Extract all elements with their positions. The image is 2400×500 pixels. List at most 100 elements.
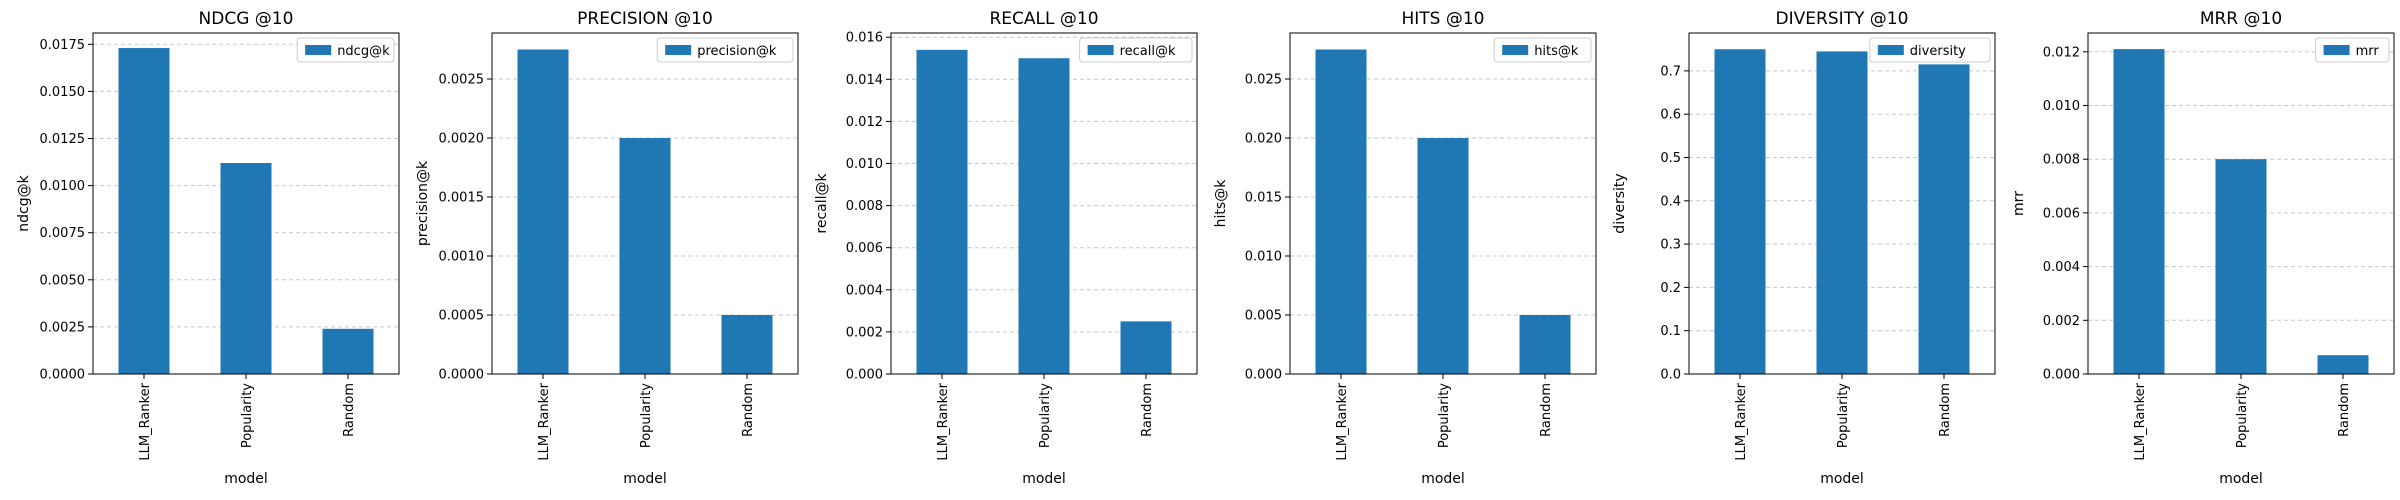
y-tick-label: 0.002 xyxy=(846,325,883,340)
y-tick-label: 0.015 xyxy=(1245,191,1282,206)
legend-box xyxy=(1869,37,1991,63)
y-axis-label: ndcg@k xyxy=(16,174,32,231)
legend-swatch xyxy=(1877,45,1904,55)
legend: hits@k xyxy=(1493,37,1592,63)
y-tick-label: 0.006 xyxy=(846,241,883,256)
x-tick-label: Random xyxy=(1140,383,1155,437)
legend: diversity xyxy=(1869,37,1991,63)
y-tick-label: 0.004 xyxy=(846,283,883,298)
x-tick-label: LLM_Ranker xyxy=(2133,382,2148,460)
y-tick-label: 0.0020 xyxy=(439,132,485,147)
x-axis-label: model xyxy=(224,471,268,487)
legend: recall@k xyxy=(1079,37,1193,63)
bar xyxy=(1918,64,1970,375)
y-tick-label: 0.012 xyxy=(2043,45,2080,60)
legend: ndcg@k xyxy=(296,37,395,63)
bar xyxy=(619,138,671,374)
legend: mrr xyxy=(2315,37,2390,63)
plot-frame xyxy=(491,32,799,375)
legend: precision@k xyxy=(656,37,794,63)
legend-box xyxy=(2315,37,2390,63)
chart-panel: 0.000 0.002 0.004 0.006 0.008 0.010 0.012 LLM_R… xyxy=(2011,9,2395,487)
x-tick-label: LLM_Ranker xyxy=(1734,382,1749,460)
y-tick-label: 0.0000 xyxy=(439,368,485,383)
plot-frame xyxy=(2087,32,2395,375)
y-tick-label: 0.020 xyxy=(1245,132,1282,147)
y-tick-label: 0.4 xyxy=(1660,194,1681,209)
chart-title: NDCG @10 xyxy=(199,9,294,29)
bar xyxy=(322,328,374,374)
y-tick-label: 0.0000 xyxy=(40,368,86,383)
bar xyxy=(916,49,968,374)
legend-label: ndcg@k xyxy=(337,44,390,59)
plot-frame xyxy=(890,32,1198,375)
bar xyxy=(517,49,569,374)
x-tick-label: LLM_Ranker xyxy=(1335,382,1350,460)
y-tick-label: 0.025 xyxy=(1245,73,1282,88)
y-tick-label: 0.3 xyxy=(1660,238,1681,253)
y-tick-label: 0.0100 xyxy=(40,179,86,194)
y-tick-label: 0.014 xyxy=(846,73,883,88)
legend-box xyxy=(296,37,395,63)
x-tick-label: Random xyxy=(741,383,756,437)
bar xyxy=(2113,49,2165,375)
y-axis-label: hits@k xyxy=(1213,179,1229,228)
legend-label: recall@k xyxy=(1120,44,1176,59)
legend-swatch xyxy=(665,45,692,55)
x-axis-label: model xyxy=(623,471,667,487)
plot-frame xyxy=(1289,32,1597,375)
x-tick-label: LLM_Ranker xyxy=(537,382,552,460)
chart-panel: 0.000 0.005 0.010 0.015 0.020 0.025 LLM_Ranker… xyxy=(1213,9,1597,487)
y-tick-label: 0.0015 xyxy=(439,191,485,206)
y-tick-label: 0.0050 xyxy=(40,273,86,288)
chart-panel: 0.0000 0.0025 0.0050 0.0075 0.0100 0.0125 0.01… xyxy=(16,9,400,487)
y-axis-label: recall@k xyxy=(814,173,830,234)
y-tick-label: 0.6 xyxy=(1660,108,1681,123)
bar xyxy=(1120,321,1172,374)
bar xyxy=(1315,49,1367,374)
x-tick-label: Random xyxy=(342,383,357,437)
y-tick-label: 0.0025 xyxy=(439,73,485,88)
bar xyxy=(1018,58,1070,375)
y-tick-label: 0.000 xyxy=(846,368,883,383)
y-tick-label: 0.0175 xyxy=(40,38,86,53)
chart-title: RECALL @10 xyxy=(989,9,1098,29)
y-tick-label: 0.0 xyxy=(1660,368,1681,383)
y-axis-label: precision@k xyxy=(415,160,431,246)
y-tick-label: 0.008 xyxy=(2043,153,2080,168)
plot-frame xyxy=(1688,32,1996,375)
legend-box xyxy=(656,37,794,63)
y-tick-label: 0.000 xyxy=(1245,368,1282,383)
legend-box xyxy=(1493,37,1592,63)
y-tick-label: 0.7 xyxy=(1660,64,1681,79)
x-tick-label: Popularity xyxy=(639,383,654,448)
y-axis-label: mrr xyxy=(2011,191,2027,216)
y-tick-label: 0.008 xyxy=(846,199,883,214)
x-tick-label: Random xyxy=(1539,383,1554,437)
chart-title: HITS @10 xyxy=(1401,9,1484,29)
y-tick-label: 0.0150 xyxy=(40,85,86,100)
y-tick-label: 0.0125 xyxy=(40,132,86,147)
chart-title: PRECISION @10 xyxy=(577,9,713,29)
bar xyxy=(1714,49,1766,374)
y-tick-label: 0.006 xyxy=(2043,206,2080,221)
legend-label: mrr xyxy=(2356,44,2380,59)
bar xyxy=(1519,315,1571,374)
y-tick-label: 0.012 xyxy=(846,115,883,130)
x-tick-label: LLM_Ranker xyxy=(138,382,153,460)
y-tick-label: 0.004 xyxy=(2043,260,2080,275)
y-tick-label: 0.5 xyxy=(1660,151,1681,166)
legend-label: hits@k xyxy=(1534,44,1579,59)
legend-swatch xyxy=(1502,45,1529,55)
x-axis-label: model xyxy=(2219,471,2263,487)
y-tick-label: 0.010 xyxy=(2043,99,2080,114)
x-axis-label: model xyxy=(1421,471,1465,487)
bar xyxy=(1417,138,1469,374)
y-tick-label: 0.016 xyxy=(846,31,883,46)
chart-title: DIVERSITY @10 xyxy=(1776,9,1909,29)
x-tick-label: Popularity xyxy=(1038,383,1053,448)
legend-label: diversity xyxy=(1910,44,1966,59)
y-tick-label: 0.002 xyxy=(2043,314,2080,329)
y-tick-label: 0.0075 xyxy=(40,226,86,241)
x-tick-label: Popularity xyxy=(1437,383,1452,448)
